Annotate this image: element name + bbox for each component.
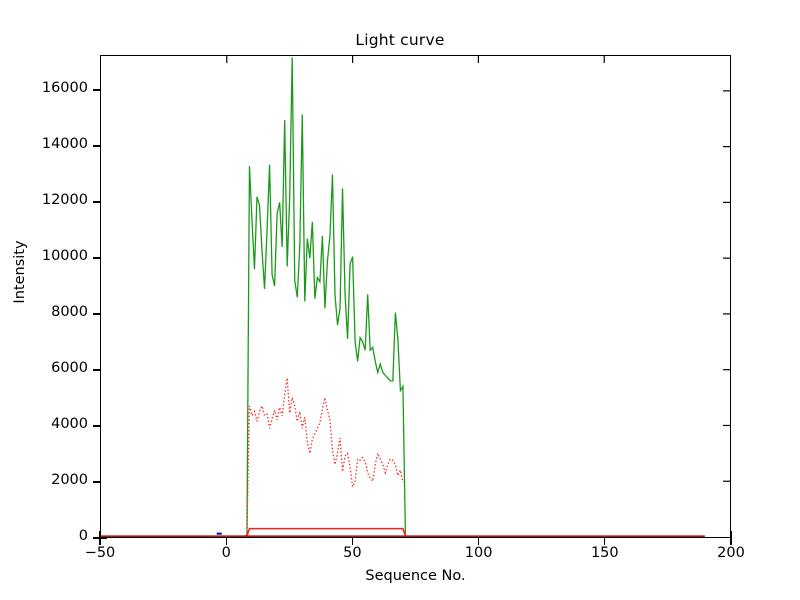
y-tick-label: 8000	[51, 304, 88, 320]
y-tick-mark	[92, 257, 101, 259]
y-tick-label: 16000	[41, 80, 88, 96]
x-tick-mark-inner	[351, 538, 353, 545]
x-tick-label: 200	[717, 545, 745, 561]
x-tick-mark-inner	[225, 538, 227, 545]
x-tick-label: 100	[464, 545, 493, 561]
x-tick-label: −50	[84, 545, 116, 561]
y-tick-label: 4000	[51, 416, 88, 432]
chart-series-red-baseline-box	[246, 527, 407, 537]
page-title: Light curve	[355, 31, 445, 49]
x-tick-mark-inner	[99, 538, 101, 545]
y-tick-label: 6000	[51, 360, 88, 376]
x-axis-label: Sequence No.	[365, 568, 466, 584]
plot-axes-frame	[100, 55, 731, 538]
y-tick-mark	[92, 369, 101, 371]
y-tick-label: 0	[78, 528, 88, 544]
chart-series-red-dotted-curve	[246, 377, 404, 536]
x-tick-mark-inner	[730, 538, 732, 545]
y-tick-mark	[92, 425, 101, 427]
y-tick-label: 12000	[41, 192, 88, 208]
y-axis-label: Intensity	[12, 240, 28, 304]
x-tick-mark	[99, 531, 101, 539]
x-tick-mark-inner	[478, 538, 480, 545]
x-tick-label: 0	[221, 545, 231, 561]
chart-series-green-curve	[103, 57, 705, 537]
x-tick-mark-inner	[604, 538, 606, 545]
x-tick-label: 50	[343, 545, 362, 561]
y-tick-mark	[92, 145, 101, 147]
x-tick-label: 150	[590, 545, 619, 561]
y-tick-label: 2000	[51, 472, 88, 488]
y-tick-mark	[92, 89, 101, 91]
chart-plot-area	[101, 56, 730, 537]
y-tick-label: 14000	[41, 136, 88, 152]
y-tick-mark	[92, 481, 101, 483]
y-tick-mark	[92, 313, 101, 315]
y-tick-mark	[92, 201, 101, 203]
y-tick-mark	[92, 537, 101, 539]
y-tick-label: 10000	[41, 248, 88, 264]
